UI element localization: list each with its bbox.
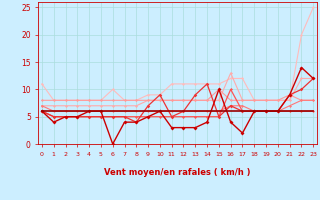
X-axis label: Vent moyen/en rafales ( km/h ): Vent moyen/en rafales ( km/h ) [104, 168, 251, 177]
